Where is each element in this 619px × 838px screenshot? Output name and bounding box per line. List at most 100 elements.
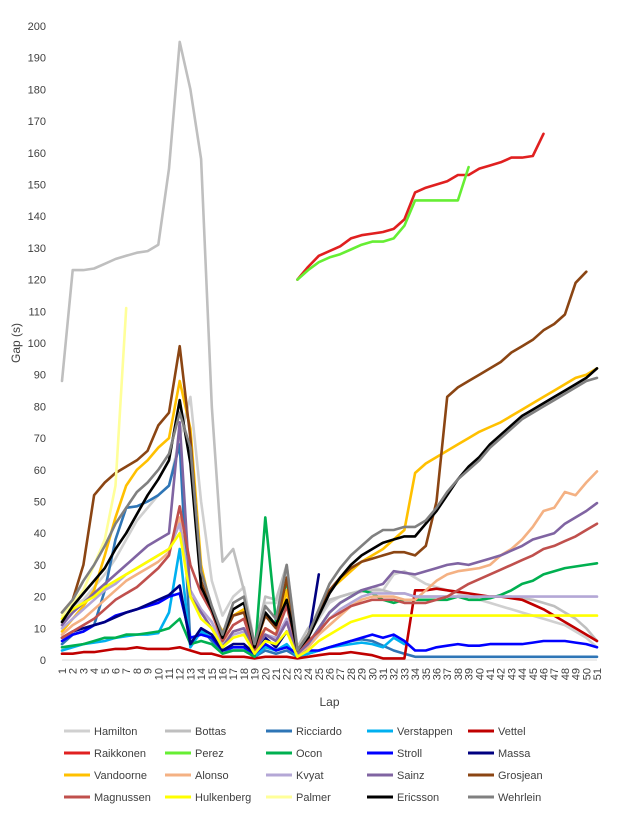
x-tick-label: 3: [78, 668, 90, 674]
series-line-ericsson: [60, 367, 599, 652]
y-tick-label: 170: [28, 116, 46, 128]
x-tick-label: 6: [111, 668, 123, 674]
y-tick-label: 10: [34, 623, 46, 635]
x-tick-label: 18: [239, 668, 251, 680]
x-tick-label: 45: [528, 668, 540, 680]
y-tick-label: 140: [28, 211, 46, 223]
x-tick-label: 32: [389, 668, 401, 680]
x-tick-label: 48: [560, 668, 572, 680]
x-tick-label: 16: [218, 668, 230, 680]
y-axis-ticks: 0 10 20 30 40 50 60 70 80 90 100 110 120 130 140 150 160…: [28, 21, 46, 667]
legend-label-ricciardo: Ricciardo: [296, 726, 342, 738]
x-tick-label: 49: [571, 668, 583, 680]
y-tick-label: 130: [28, 243, 46, 255]
x-tick-label: 42: [496, 668, 508, 680]
x-tick-label: 9: [143, 668, 155, 674]
y-tick-label: 0: [40, 655, 46, 667]
x-tick-label: 12: [175, 668, 187, 680]
y-axis-label: Gap (s): [9, 323, 23, 363]
x-tick-label: 46: [539, 668, 551, 680]
x-tick-label: 2: [68, 668, 80, 674]
y-tick-label: 30: [34, 560, 46, 572]
x-tick-label: 14: [196, 668, 208, 680]
legend-label-magnussen: Magnussen: [94, 792, 151, 804]
x-tick-label: 38: [453, 668, 465, 680]
x-tick-label: 27: [335, 668, 347, 680]
legend-label-bottas: Bottas: [195, 726, 227, 738]
x-tick-label: 26: [325, 668, 337, 680]
x-tick-label: 28: [346, 668, 358, 680]
y-tick-label: 150: [28, 180, 46, 192]
series-line-stroll: [60, 592, 599, 655]
y-tick-label: 90: [34, 370, 46, 382]
x-tick-label: 24: [303, 668, 315, 680]
legend-label-perez: Perez: [195, 748, 224, 760]
series-line-sainz: [60, 421, 599, 655]
y-tick-label: 120: [28, 275, 46, 287]
y-tick-label: 70: [34, 433, 46, 445]
x-tick-label: 5: [100, 668, 112, 674]
x-tick-label: 7: [121, 668, 133, 674]
x-tick-label: 33: [399, 668, 411, 680]
legend: Hamilton Bottas Ricciardo Verstappen Vettel R…: [64, 726, 543, 804]
x-tick-label: 36: [432, 668, 444, 680]
x-tick-label: 29: [357, 668, 369, 680]
x-tick-label: 34: [410, 668, 422, 680]
x-tick-label: 22: [282, 668, 294, 680]
legend-label-grosjean: Grosjean: [498, 770, 543, 782]
y-tick-label: 160: [28, 148, 46, 160]
legend-label-alonso: Alonso: [195, 770, 229, 782]
y-tick-label: 200: [28, 21, 46, 33]
series-line-magnussen: [60, 505, 599, 652]
x-tick-label: 17: [228, 668, 240, 680]
series-line-raikkonen: [296, 132, 545, 281]
x-tick-label: 37: [442, 668, 454, 680]
x-tick-label: 23: [292, 668, 304, 680]
x-tick-label: 15: [207, 668, 219, 680]
x-tick-label: 25: [314, 668, 326, 680]
legend-label-wehrlein: Wehrlein: [498, 792, 541, 804]
x-tick-label: 8: [132, 668, 144, 674]
x-tick-label: 13: [185, 668, 197, 680]
legend-label-verstappen: Verstappen: [397, 726, 453, 738]
legend-label-hamilton: Hamilton: [94, 726, 137, 738]
legend-label-stroll: Stroll: [397, 748, 422, 760]
x-tick-label: 11: [164, 668, 176, 679]
legend-label-palmer: Palmer: [296, 792, 331, 804]
y-tick-label: 60: [34, 465, 46, 477]
legend-label-hulkenberg: Hulkenberg: [195, 792, 251, 804]
legend-label-vettel: Vettel: [498, 726, 526, 738]
x-tick-label: 4: [89, 668, 101, 674]
x-tick-label: 44: [517, 668, 529, 680]
legend-label-raikkonen: Raikkonen: [94, 748, 146, 760]
x-tick-label: 20: [260, 668, 272, 680]
x-tick-label: 10: [153, 668, 165, 680]
x-tick-label: 43: [506, 668, 518, 680]
legend-label-sainz: Sainz: [397, 770, 425, 782]
x-tick-label: 31: [378, 668, 390, 680]
series-line-hulkenberg: [60, 531, 599, 659]
y-tick-label: 100: [28, 338, 46, 350]
y-tick-label: 40: [34, 528, 46, 540]
x-tick-label: 35: [421, 668, 433, 680]
series-line-hamilton: [60, 395, 599, 652]
series-line-grosjean: [60, 270, 588, 652]
x-tick-label: 51: [592, 668, 604, 680]
y-tick-label: 80: [34, 401, 46, 413]
series-lines: [60, 40, 599, 660]
x-tick-label: 41: [485, 668, 497, 680]
legend-label-vandoorne: Vandoorne: [94, 770, 147, 782]
legend-label-ocon: Ocon: [296, 748, 322, 760]
y-tick-label: 190: [28, 53, 46, 65]
x-tick-label: 39: [464, 668, 476, 680]
x-tick-label: 1: [57, 668, 69, 674]
series-line-wehrlein: [60, 376, 599, 652]
y-tick-label: 110: [28, 306, 46, 318]
x-tick-label: 50: [581, 668, 593, 680]
x-axis-ticks: 1234567891011121314151617181920212223242…: [57, 668, 604, 680]
series-line-massa: [60, 573, 321, 655]
x-tick-label: 21: [271, 668, 283, 680]
x-axis-label: Lap: [319, 695, 339, 709]
x-tick-label: 47: [549, 668, 561, 680]
